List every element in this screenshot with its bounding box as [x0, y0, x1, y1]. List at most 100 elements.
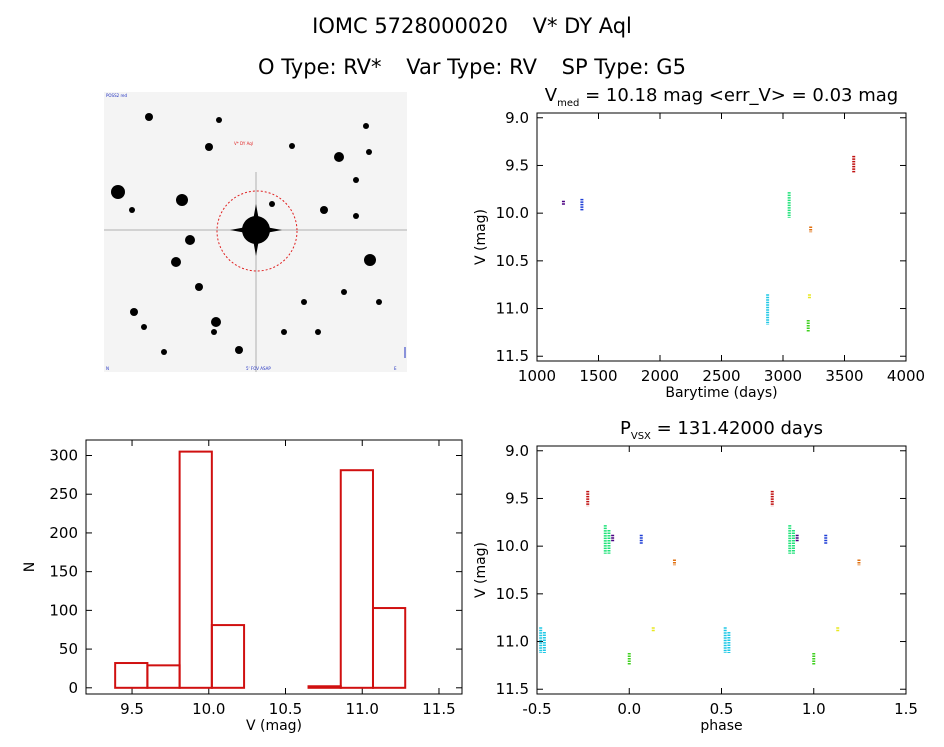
- field-star: [216, 117, 222, 123]
- y-tick-label: 10.5: [496, 252, 529, 270]
- field-star: [185, 235, 195, 245]
- histogram-bar: [178, 450, 213, 689]
- x-tick-label: 10.0: [192, 700, 225, 718]
- sky-label-bottom-center: 5' FOV ASAP: [246, 366, 271, 371]
- field-star: [289, 143, 295, 149]
- sky-label-top-left: POSS2 red: [106, 93, 127, 98]
- sky-label-bottom-left: N: [106, 366, 109, 371]
- x-tick-label: 1.5: [894, 700, 918, 718]
- y-tick-label: 9.0: [505, 109, 529, 127]
- x-tick-label: 1.0: [802, 700, 826, 718]
- field-star: [195, 283, 203, 291]
- field-star: [269, 201, 275, 207]
- x-tick-label: 0.0: [617, 700, 641, 718]
- histogram-bar: [307, 685, 342, 689]
- y-axis-label: V (mag): [473, 209, 489, 265]
- field-star: [211, 329, 217, 335]
- histogram-bar: [114, 662, 149, 689]
- y-tick-label: 150: [49, 563, 78, 581]
- phased-light-curve-plot: -0.5 0.0 0.5 1.0 1.5 9.0 9.5 10.0 10.5 11.0 11.5 ph…: [473, 418, 918, 734]
- y-tick-label: 9.0: [505, 442, 529, 460]
- histogram-bar: [146, 664, 181, 689]
- y-tick-label: 11.0: [496, 300, 529, 318]
- figure-title: IOMC 5728000020 V* DY Aql: [0, 14, 944, 38]
- field-star: [334, 152, 344, 162]
- field-star: [353, 213, 359, 219]
- y-tick-label: 10.0: [496, 204, 529, 222]
- field-star: [320, 206, 328, 214]
- x-tick-label: 3500: [825, 367, 863, 385]
- sky-image: POSS2 red V* DY Aql 5' FOV ASAP N E: [104, 92, 407, 372]
- y-axis-label: V (mag): [473, 542, 489, 598]
- field-star: [141, 324, 147, 330]
- x-tick-label: -0.5: [522, 700, 551, 718]
- field-star: [366, 149, 372, 155]
- star-id: IOMC 5728000020: [312, 14, 508, 38]
- y-tick-label: 9.5: [505, 489, 529, 507]
- y-tick-label: 250: [49, 485, 78, 503]
- sky-label-bottom-right: E: [394, 366, 397, 371]
- x-tick-label: 9.5: [120, 700, 144, 718]
- x-tick-label: 4000: [887, 367, 925, 385]
- plot-frame: [536, 112, 907, 362]
- y-axis-label: N: [22, 562, 38, 572]
- magnitude-histogram: 9.5 10.0 10.5 11.0 11.5 0 50 100 150 200 250 300 V (…: [22, 439, 463, 734]
- field-star: [161, 349, 167, 355]
- sky-label-target: V* DY Aql: [234, 141, 253, 146]
- spectral-type: SP Type: G5: [561, 55, 686, 79]
- field-star: [129, 207, 135, 213]
- plot-frame: [536, 445, 907, 695]
- y-tick-label: 200: [49, 524, 78, 542]
- field-star: [301, 299, 307, 305]
- y-tick-label: 11.5: [496, 680, 529, 698]
- y-tick-label: 100: [49, 601, 78, 619]
- y-tick-label: 11.0: [496, 633, 529, 651]
- x-axis-label: phase: [700, 718, 742, 734]
- plot-title: PVSX = 131.42000 days: [620, 418, 823, 442]
- field-star: [353, 177, 359, 183]
- x-tick-label: 11.0: [346, 700, 379, 718]
- x-tick-label: 3000: [764, 367, 802, 385]
- plot-title: Vmed = 10.18 mag <err_V> = 0.03 mag: [545, 85, 898, 109]
- field-star: [364, 254, 376, 266]
- field-star: [363, 123, 369, 129]
- variability-type: Var Type: RV: [406, 55, 537, 79]
- x-tick-label: 1500: [579, 367, 617, 385]
- y-tick-label: 11.5: [496, 347, 529, 365]
- histogram-bar: [210, 624, 246, 689]
- x-tick-label: 2500: [702, 367, 740, 385]
- x-tick-label: 10.5: [269, 700, 302, 718]
- field-star: [111, 185, 125, 199]
- field-star: [171, 257, 181, 267]
- light-curve-plot: 1000 1500 2000 2500 3000 3500 4000 9.0 9.5 10.0 10…: [473, 85, 925, 401]
- x-tick-label: 11.5: [422, 700, 455, 718]
- field-star: [281, 329, 287, 335]
- field-star: [130, 308, 138, 316]
- y-tick-label: 0: [68, 679, 78, 697]
- histogram-bar: [371, 607, 407, 689]
- x-axis-label: Barytime (days): [665, 385, 777, 401]
- field-star: [205, 143, 213, 151]
- y-tick-label: 300: [49, 446, 78, 464]
- field-star: [145, 113, 153, 121]
- y-tick-label: 10.5: [496, 585, 529, 603]
- field-star: [341, 289, 347, 295]
- y-tick-label: 9.5: [505, 156, 529, 174]
- x-axis-label: V (mag): [246, 718, 302, 734]
- star-name: V* DY Aql: [532, 14, 632, 38]
- y-tick-label: 50: [59, 640, 78, 658]
- field-star: [235, 346, 243, 354]
- object-type: O Type: RV*: [258, 55, 382, 79]
- x-tick-label: 2000: [641, 367, 679, 385]
- x-tick-label: 0.5: [710, 700, 734, 718]
- y-tick-label: 10.0: [496, 537, 529, 555]
- field-star: [315, 329, 321, 335]
- figure-subtitle: O Type: RV* Var Type: RV SP Type: G5: [0, 55, 944, 79]
- field-star: [211, 317, 221, 327]
- histogram-bar: [339, 469, 374, 689]
- field-star: [176, 194, 188, 206]
- x-tick-label: 1000: [518, 367, 556, 385]
- plot-frame: [85, 439, 463, 695]
- field-star: [376, 299, 382, 305]
